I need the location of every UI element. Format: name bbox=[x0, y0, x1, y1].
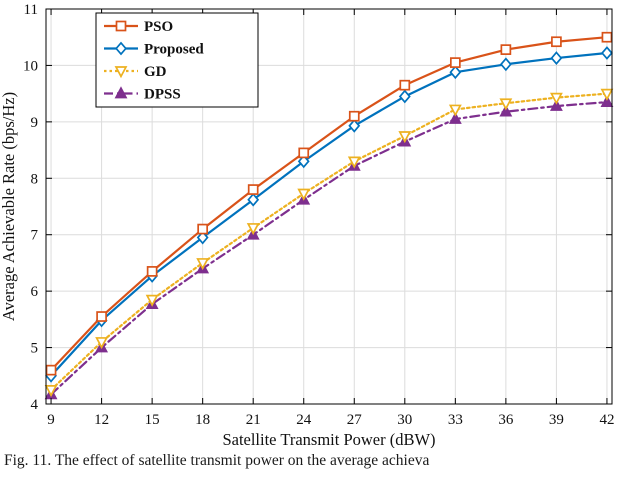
series-line-GD bbox=[49, 92, 609, 391]
marker-square bbox=[197, 223, 209, 235]
series-line-Proposed bbox=[49, 51, 609, 377]
marker-diamond bbox=[499, 57, 512, 72]
legend-entry-GD bbox=[104, 66, 138, 79]
marker-diamond bbox=[449, 65, 462, 80]
marker-diamond bbox=[398, 89, 411, 104]
y-tick-label: 6 bbox=[31, 284, 39, 300]
figure-caption: Fig. 11. The effect of satellite transmi… bbox=[4, 452, 430, 469]
marker-square bbox=[247, 184, 259, 195]
series-line-DPSS bbox=[49, 101, 609, 396]
x-tick-label: 39 bbox=[549, 412, 564, 428]
x-tick-label: 21 bbox=[246, 412, 261, 428]
legend-entry-PSO bbox=[104, 20, 138, 32]
x-tick-label: 24 bbox=[296, 412, 312, 428]
marker-triangle-down bbox=[549, 92, 563, 105]
marker-triangle-down bbox=[114, 66, 128, 79]
x-tick-label: 30 bbox=[397, 412, 412, 428]
marker-diamond bbox=[297, 154, 310, 169]
legend bbox=[95, 12, 259, 108]
x-tick-label: 27 bbox=[347, 412, 363, 428]
marker-square bbox=[601, 31, 613, 43]
x-tick-label: 42 bbox=[599, 412, 614, 428]
marker-square bbox=[298, 147, 310, 159]
legend-label: Proposed bbox=[144, 42, 204, 58]
marker-triangle-down bbox=[499, 98, 513, 111]
x-tick-label: 36 bbox=[498, 412, 514, 428]
marker-square bbox=[449, 57, 461, 68]
y-tick-label: 11 bbox=[24, 2, 38, 18]
x-tick-label: 9 bbox=[47, 412, 55, 428]
axes-box bbox=[45, 8, 613, 405]
legend-label: DPSS bbox=[144, 87, 181, 103]
marker-triangle-up bbox=[549, 98, 563, 111]
marker-diamond bbox=[196, 230, 209, 245]
marker-square bbox=[500, 44, 512, 55]
marker-triangle-down bbox=[196, 258, 210, 271]
x-tick-label: 15 bbox=[145, 412, 160, 428]
legend-label: GD bbox=[144, 64, 167, 80]
y-tick-label: 5 bbox=[31, 341, 39, 357]
x-tick-label: 18 bbox=[195, 412, 210, 428]
y-tick-label: 4 bbox=[31, 397, 39, 413]
legend-entry-DPSS bbox=[104, 86, 138, 99]
marker-square bbox=[399, 79, 411, 91]
marker-square bbox=[45, 364, 57, 376]
series-PSO bbox=[45, 31, 613, 376]
marker-diamond bbox=[601, 46, 613, 60]
series-line-PSO bbox=[49, 36, 609, 372]
marker-triangle-down bbox=[246, 223, 260, 236]
marker-square bbox=[146, 266, 158, 277]
marker-triangle-down bbox=[95, 337, 109, 350]
marker-triangle-down bbox=[347, 156, 361, 169]
marker-square bbox=[551, 36, 562, 48]
y-tick-label: 8 bbox=[31, 171, 39, 187]
x-tick-label: 12 bbox=[94, 412, 109, 428]
marker-square bbox=[115, 20, 127, 32]
marker-triangle-up bbox=[114, 86, 128, 99]
y-tick-label: 9 bbox=[31, 115, 39, 131]
marker-square bbox=[348, 110, 360, 122]
legend-label: PSO bbox=[144, 19, 173, 35]
marker-triangle-up bbox=[448, 111, 462, 124]
marker-triangle-down bbox=[297, 188, 311, 201]
legend-entry-Proposed bbox=[104, 41, 138, 56]
marker-triangle-up bbox=[499, 104, 513, 117]
marker-triangle-down bbox=[398, 131, 412, 144]
marker-square bbox=[96, 311, 107, 322]
marker-diamond bbox=[348, 118, 361, 133]
marker-diamond bbox=[247, 192, 260, 207]
series-DPSS bbox=[44, 94, 614, 400]
y-tick-label: 7 bbox=[31, 228, 39, 244]
marker-triangle-up bbox=[600, 94, 614, 107]
y-tick-label: 10 bbox=[23, 58, 38, 74]
marker-diamond bbox=[550, 51, 563, 65]
marker-triangle-down bbox=[145, 294, 159, 307]
x-tick-label: 33 bbox=[448, 412, 463, 428]
y-axis-label: Average Achievable Rate (bps/Hz) bbox=[0, 92, 18, 321]
series-GD bbox=[44, 88, 614, 398]
marker-diamond bbox=[115, 41, 127, 56]
x-axis-label: Satellite Transmit Power (dBW) bbox=[222, 430, 435, 448]
marker-triangle-down bbox=[448, 104, 462, 117]
line-chart: 9 12 15 18 21 24 27 30 33 36 39 424567891011Satelli… bbox=[0, 2, 614, 449]
marker-triangle-down bbox=[44, 385, 58, 398]
marker-triangle-down bbox=[600, 88, 614, 101]
